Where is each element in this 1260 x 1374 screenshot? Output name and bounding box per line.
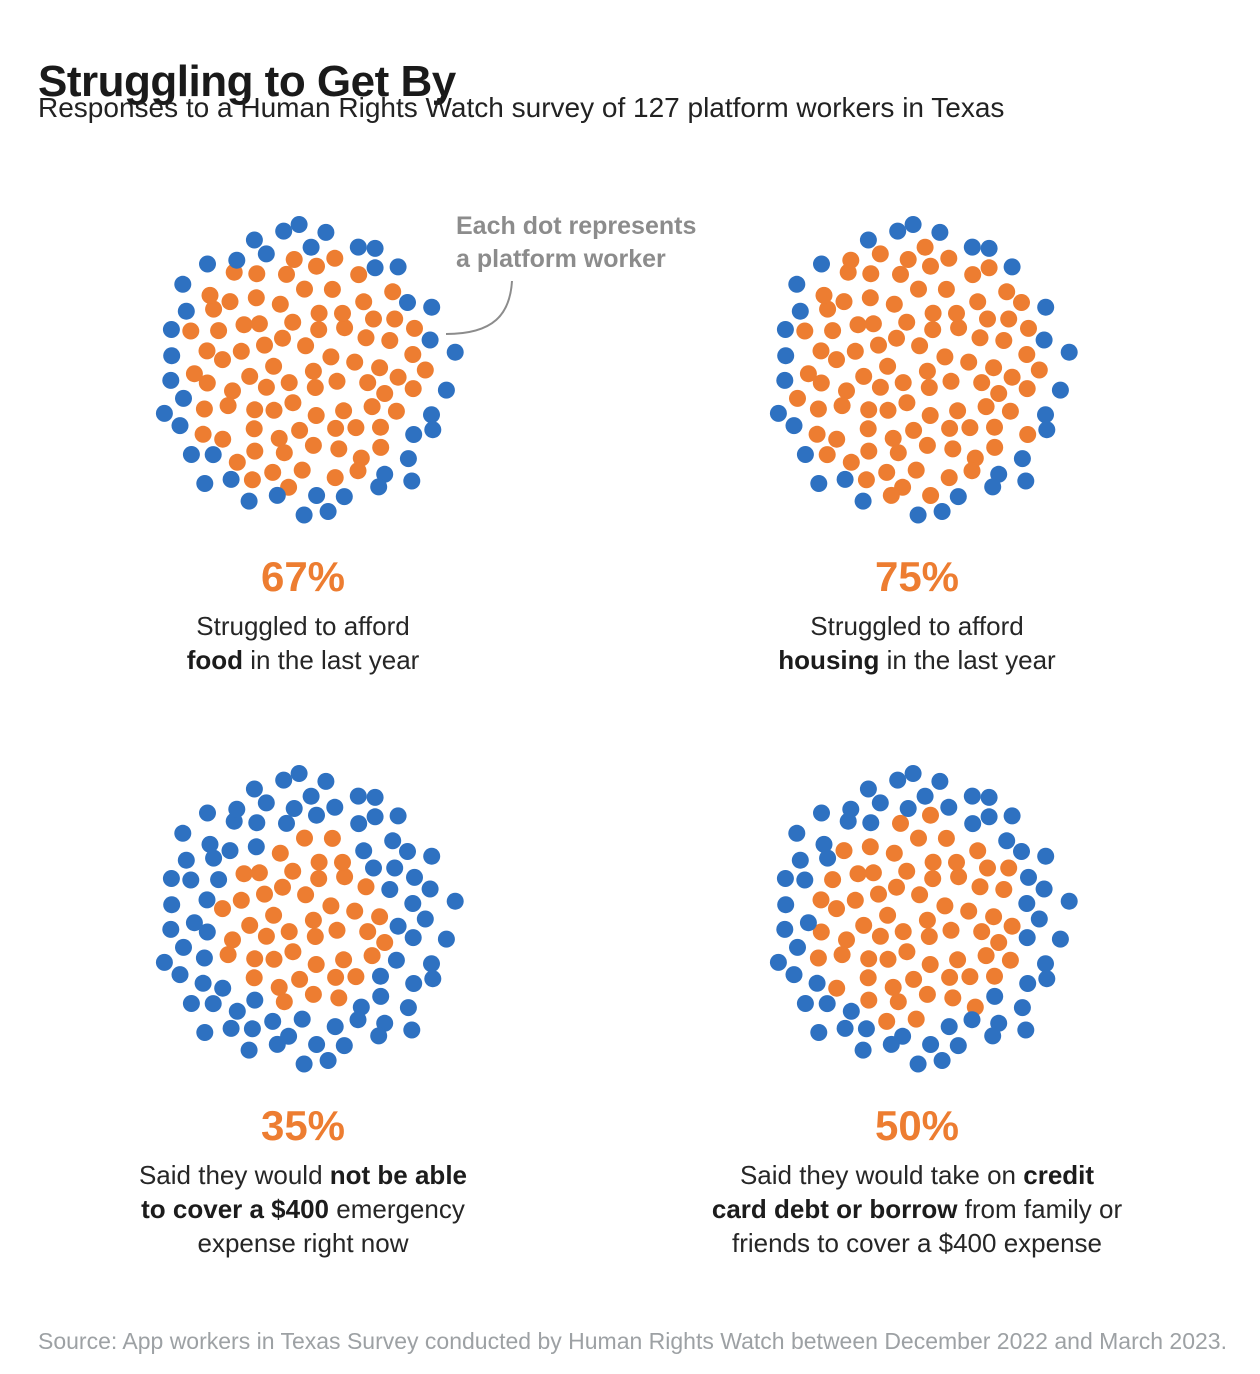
annotation-line-2: a platform worker — [456, 245, 666, 273]
panel-housing: 75% Struggled to afford housing in the la… — [637, 201, 1197, 677]
panel-emergency-expense: 35% Said they would not be able to cover … — [23, 750, 583, 1260]
percent-label-credit-card-debt: 50% — [874, 1102, 960, 1149]
page-title: Struggling to Get By — [38, 57, 456, 107]
caption-emergency-expense: Said they would not be able to cover a $4… — [138, 1160, 468, 1258]
dot-cluster-credit-card-debt — [769, 765, 1078, 1073]
percent-label-emergency-expense: 35% — [260, 1102, 346, 1149]
annotation-line-1: Each dot represents — [456, 212, 697, 240]
source-note: Source: App workers in Texas Survey cond… — [38, 1328, 1227, 1354]
caption-credit-card-debt: Said they would take on credit card debt … — [711, 1160, 1123, 1258]
caption-housing: Struggled to afford housing in the last y… — [778, 611, 1056, 675]
dot-cluster-housing — [769, 216, 1078, 524]
panel-food: 67% Struggled to afford food in the last … — [23, 201, 583, 677]
dot-cluster-emergency-expense — [155, 765, 464, 1073]
percent-label-food: 67% — [260, 553, 346, 600]
percent-label-housing: 75% — [874, 553, 960, 600]
panel-credit-card-debt: 50% Said they would take on credit card d… — [637, 750, 1197, 1260]
annotation-each-dot: Each dot represents a platform worker — [456, 210, 696, 276]
dot-cluster-food — [155, 216, 464, 524]
caption-food: Struggled to afford food in the last year — [186, 611, 420, 675]
page-subtitle: Responses to a Human Rights Watch survey… — [38, 92, 1005, 123]
